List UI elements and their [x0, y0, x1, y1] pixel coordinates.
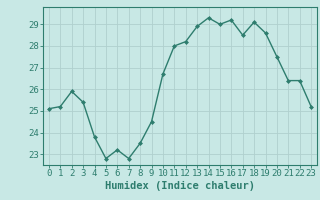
X-axis label: Humidex (Indice chaleur): Humidex (Indice chaleur): [105, 181, 255, 191]
